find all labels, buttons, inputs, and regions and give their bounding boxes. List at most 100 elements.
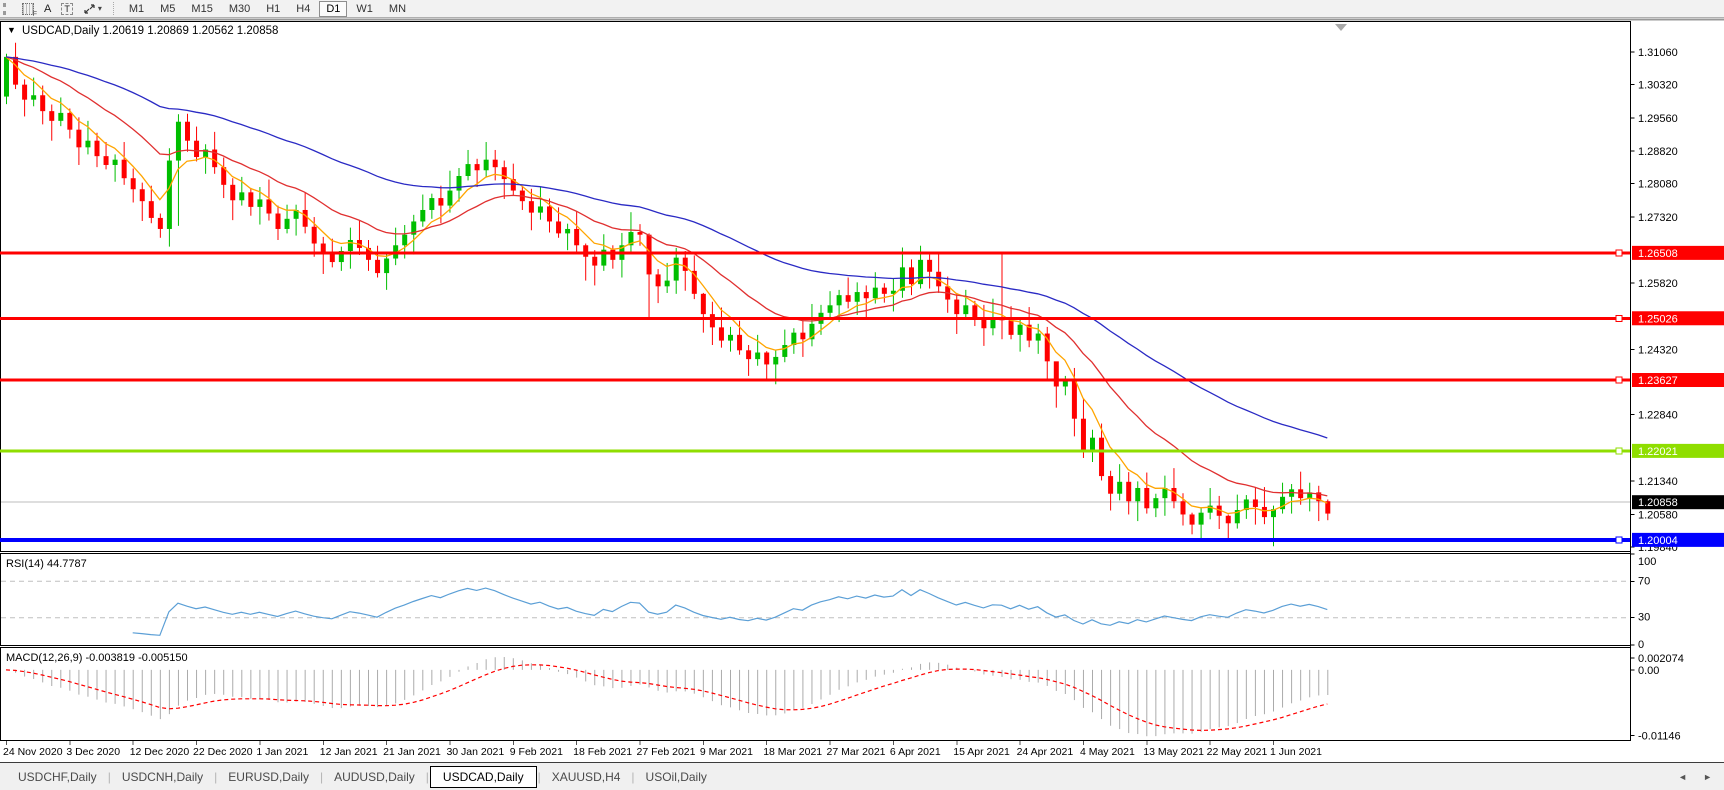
candle-bull: [827, 305, 833, 313]
date-tick: 9 Feb 2021: [510, 746, 563, 758]
usdcad-daily-chart[interactable]: ▼ USDCAD,Daily 1.20619 1.20869 1.20562 1.…: [0, 18, 1724, 762]
tab-usdcnh[interactable]: USDCNH,Daily: [121, 769, 204, 784]
candle-bull: [1280, 496, 1286, 510]
hline-handle[interactable]: [1615, 314, 1623, 322]
timeframe-button-m1[interactable]: M1: [128, 2, 145, 15]
arrow-tools-icon[interactable]: ▾: [78, 1, 107, 17]
candle-bear: [103, 156, 109, 165]
candle-bull: [854, 292, 860, 302]
candle-bear: [22, 84, 28, 100]
tab-usdchf[interactable]: USDCHF,Daily: [18, 769, 97, 784]
macd-panel[interactable]: MACD(12,26,9) -0.003819 -0.005150 0.00207…: [5, 652, 1684, 743]
tab-xauusd[interactable]: XAUUSD,H4: [551, 769, 621, 784]
chart-title: USDCAD,Daily 1.20619 1.20869 1.20562 1.2…: [22, 25, 278, 37]
ma-fast-line[interactable]: [5, 56, 1328, 515]
timeframe-button-m5[interactable]: M5: [160, 2, 176, 15]
candle-bull: [773, 356, 779, 365]
date-tick: 24 Nov 2020: [3, 746, 63, 758]
candle-bull: [4, 56, 9, 97]
hline-1.20004[interactable]: [0, 536, 1630, 544]
hline-handle[interactable]: [1615, 447, 1623, 455]
timeframe-button-h1[interactable]: H1: [266, 2, 281, 15]
timeframe-button-d1[interactable]: D1: [319, 0, 348, 17]
hline-handle[interactable]: [1615, 536, 1623, 544]
candle-bull: [782, 345, 788, 357]
hline-1.26508[interactable]: [0, 249, 1630, 257]
date-axis[interactable]: 24 Nov 2020 3 Dec 2020 12 Dec 2020 22 Dec 2…: [3, 741, 1322, 758]
candle-bull: [347, 239, 353, 252]
macd-histogram: [15, 657, 1329, 737]
grid-icon-badge: F: [32, 10, 37, 18]
candle-bear: [1144, 487, 1150, 509]
price-tick: 1.25820: [1638, 278, 1678, 290]
toolbar-drag-handle[interactable]: [3, 2, 11, 15]
timeframe-button-h4[interactable]: H4: [296, 2, 311, 15]
tab-usoil[interactable]: USOil,Daily: [645, 769, 707, 784]
tab-separator: |: [214, 769, 218, 784]
scroll-end-marker-icon[interactable]: [1335, 24, 1347, 31]
hline-handle[interactable]: [1615, 376, 1623, 384]
candle-bull: [1198, 512, 1204, 525]
ma-slow-line[interactable]: [5, 56, 1328, 439]
candle-bull: [293, 209, 299, 219]
timeframe-button-m15[interactable]: M15: [191, 2, 213, 15]
candle-bear: [1171, 487, 1177, 502]
timeframe-button-w1[interactable]: W1: [356, 2, 373, 15]
candle-bear: [556, 221, 562, 234]
tab-scroll-right-icon[interactable]: ►: [1703, 771, 1712, 782]
hline-handle[interactable]: [1615, 249, 1623, 257]
symbol-dropdown-icon[interactable]: ▼: [7, 25, 16, 35]
candle-bear: [121, 159, 127, 179]
timeframe-buttons: M1 M5 M15 M30 H1 H4 D1 W1 MN: [121, 0, 414, 17]
date-tick: 18 Mar 2021: [763, 746, 822, 758]
candle-bear: [266, 199, 272, 214]
tab-separator: |: [425, 769, 429, 784]
candle-bear: [1252, 499, 1258, 507]
price-tick: 1.29560: [1638, 113, 1678, 125]
candle-bear: [67, 112, 73, 130]
top-toolbar: F A T ▾ M1 M5 M15 M30 H1 H4 D1 W1 MN: [0, 0, 1724, 18]
chevron-down-icon[interactable]: ▾: [97, 4, 102, 13]
candle-bear: [981, 317, 987, 329]
ma-mid-line[interactable]: [5, 56, 1328, 497]
hline-1.23627[interactable]: [0, 376, 1630, 384]
font-a-icon[interactable]: A: [44, 2, 52, 15]
candle-bear: [510, 179, 516, 191]
candle-bear: [583, 245, 589, 257]
price-axis[interactable]: 1.31060 1.30320 1.29560 1.28820 1.28080 1.273…: [1630, 47, 1724, 554]
chart-area[interactable]: ▼ USDCAD,Daily 1.20619 1.20869 1.20562 1.…: [0, 18, 1724, 762]
price-tick: 1.28820: [1638, 146, 1678, 158]
chart-tabs-bar: USDCHF,Daily | USDCNH,Daily | EURUSD,Daily | A…: [0, 762, 1724, 790]
tab-usdcad[interactable]: USDCAD,Daily: [429, 765, 537, 788]
candle-bear: [909, 267, 914, 285]
timeframe-button-mn[interactable]: MN: [388, 2, 407, 15]
rsi-panel[interactable]: RSI(14) 44.7787 100 70 30 0: [1, 553, 1656, 651]
tab-audusd[interactable]: AUDUSD,Daily: [334, 769, 415, 784]
candle-bear: [1080, 418, 1086, 451]
rsi-label: RSI(14) 44.7787: [6, 558, 87, 570]
tab-eurusd[interactable]: EURUSD,Daily: [228, 769, 309, 784]
date-tick: 27 Mar 2021: [827, 746, 886, 758]
text-label-icon[interactable]: T: [56, 1, 78, 17]
candle-bear: [94, 140, 100, 157]
candle-bear: [746, 350, 752, 360]
candle-bear: [709, 314, 715, 328]
candle-bear: [1008, 320, 1014, 335]
candle-bull: [1243, 499, 1249, 511]
tab-scroll-left-icon[interactable]: ◄: [1678, 771, 1688, 782]
panel-borders: [0, 18, 1724, 741]
tab-scroll-arrows: ◄ ►: [1678, 772, 1724, 782]
hline-1.25026[interactable]: [0, 314, 1630, 322]
candle-bull: [112, 159, 118, 165]
candle-bear: [637, 232, 643, 235]
svg-text:1.25026: 1.25026: [1638, 313, 1678, 325]
svg-text:1.20858: 1.20858: [1638, 497, 1678, 509]
hline-1.22021[interactable]: [0, 447, 1630, 455]
timeframe-button-m30[interactable]: M30: [228, 2, 251, 15]
rsi-line: [132, 587, 1328, 636]
date-tick: 22 May 2021: [1207, 746, 1268, 758]
grid-icon[interactable]: F: [17, 1, 39, 18]
price-tick: 1.31060: [1638, 47, 1678, 59]
candles[interactable]: [4, 42, 1331, 547]
